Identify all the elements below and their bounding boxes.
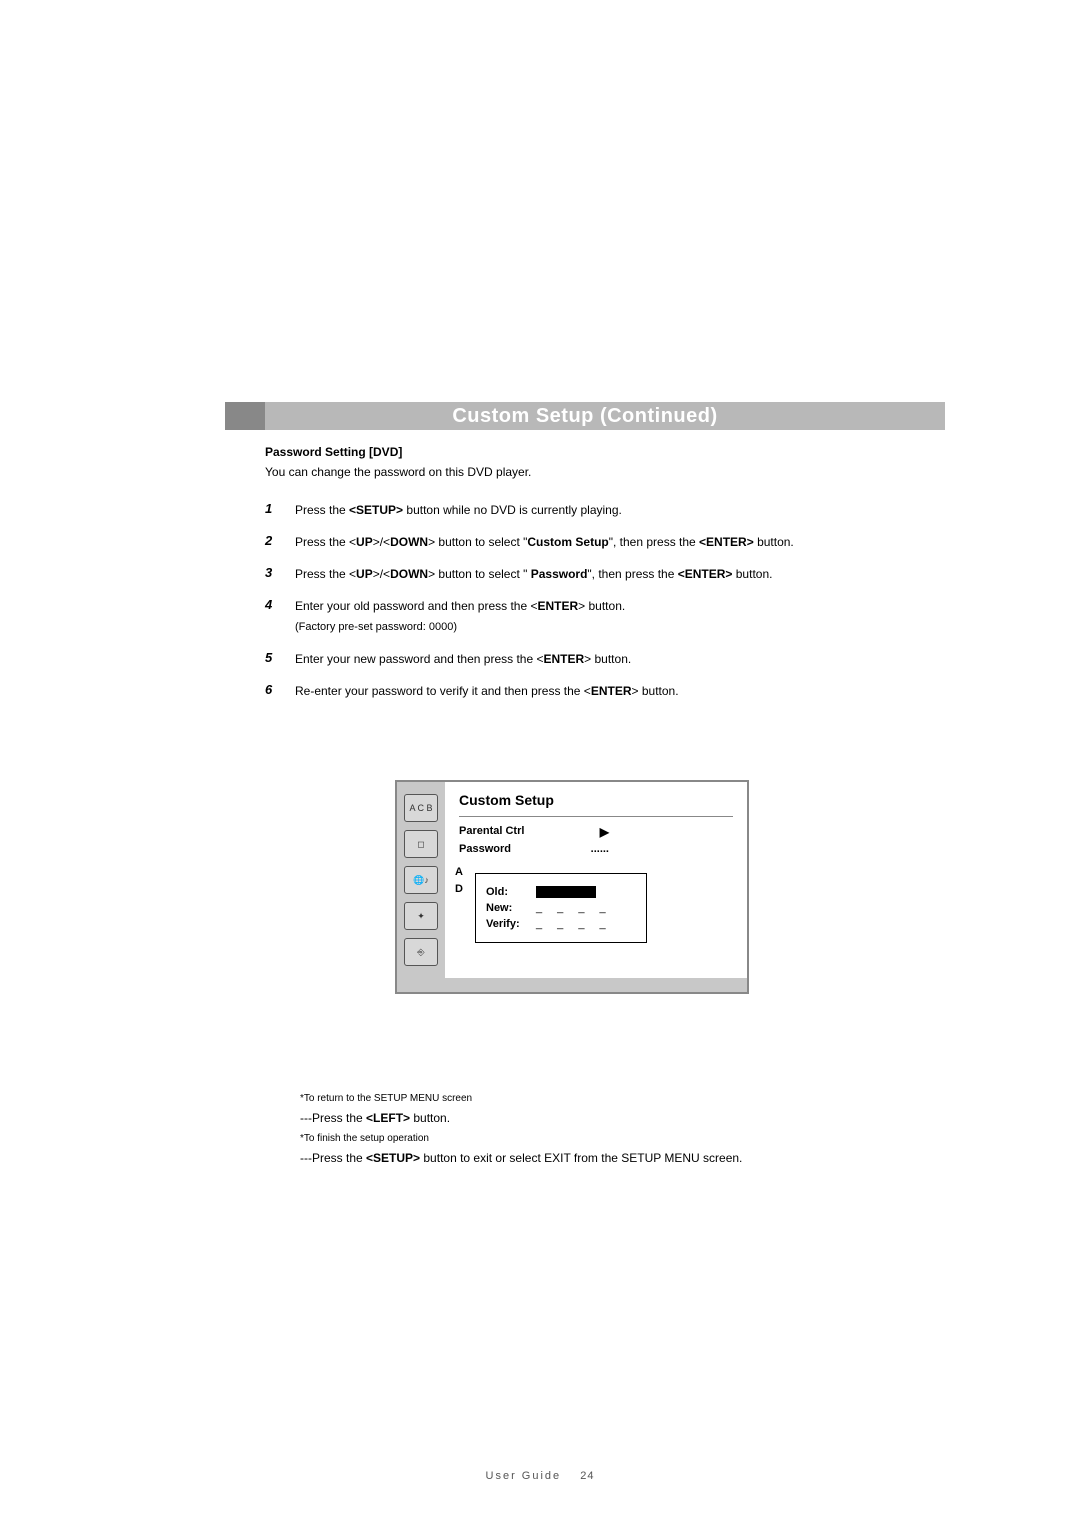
popup-new-label: New:: [486, 902, 536, 914]
note-2-head: *To finish the setup operation: [300, 1130, 920, 1148]
section-intro: You can change the password on this DVD …: [265, 465, 935, 479]
popup-new-field: _ _ _ _: [536, 902, 612, 914]
osd-footer-bar: [397, 978, 747, 992]
osd-main: Custom Setup Parental Ctrl ▶ Password ..…: [445, 782, 747, 978]
osd: A C B ◻ 🌐♪ ✦ ⎆ Custom Setup Parental Ctr…: [397, 782, 747, 978]
clipped-a: A: [455, 867, 463, 878]
step-text: Press the <UP>/<DOWN> button to select "…: [295, 533, 794, 565]
step-6: 6 Re-enter your password to verify it an…: [265, 682, 794, 714]
step-text: Enter your old password and then press t…: [295, 597, 794, 650]
audio-icon: 🌐♪: [404, 866, 438, 894]
header-title: Custom Setup (Continued): [452, 405, 717, 428]
popup-old-row: Old:: [486, 886, 636, 898]
header-tab: [225, 402, 265, 430]
chevron-right-icon: ▶: [600, 825, 609, 839]
step-num: 6: [265, 682, 295, 714]
custom-icon: ✦: [404, 902, 438, 930]
step-2: 2 Press the <UP>/<DOWN> button to select…: [265, 533, 794, 565]
osd-menu: Parental Ctrl ▶ Password ...... A D Old:: [459, 816, 733, 857]
osd-menu-label: Password: [459, 843, 511, 855]
notes: *To return to the SETUP MENU screen ---P…: [300, 1090, 920, 1169]
step-text: Re-enter your password to verify it and …: [295, 682, 794, 714]
popup-new-row: New: _ _ _ _: [486, 902, 636, 914]
note-1-head: *To return to the SETUP MENU screen: [300, 1090, 920, 1108]
popup-verify-label: Verify:: [486, 918, 536, 930]
osd-menu-password: Password ......: [459, 841, 609, 857]
note-1-line: ---Press the <LEFT> button.: [300, 1108, 920, 1130]
osd-title: Custom Setup: [459, 792, 733, 808]
step-num: 5: [265, 650, 295, 682]
step-num: 1: [265, 501, 295, 533]
step-note: (Factory pre-set password: 0000): [295, 619, 794, 636]
popup-verify-field: _ _ _ _: [536, 918, 612, 930]
popup-old-label: Old:: [486, 886, 536, 898]
page: Custom Setup (Continued) Password Settin…: [0, 0, 1080, 1527]
note-2-line: ---Press the <SETUP> button to exit or s…: [300, 1148, 920, 1170]
footer-page-number: 24: [580, 1470, 594, 1482]
popup-verify-row: Verify: _ _ _ _: [486, 918, 636, 930]
step-text: Press the <UP>/<DOWN> button to select "…: [295, 565, 794, 597]
osd-menu-label: Parental Ctrl: [459, 825, 524, 839]
osd-menu-value: ......: [591, 843, 609, 855]
step-3: 3 Press the <UP>/<DOWN> button to select…: [265, 565, 794, 597]
osd-menu-parental: Parental Ctrl ▶: [459, 823, 609, 841]
header-bar: Custom Setup (Continued): [225, 402, 945, 430]
step-text: Press the <SETUP> button while no DVD is…: [295, 501, 794, 533]
language-icon: A C B: [404, 794, 438, 822]
page-footer: User Guide 24: [0, 1470, 1080, 1482]
popup-old-field: [536, 886, 596, 898]
clipped-d: D: [455, 884, 463, 895]
step-num: 3: [265, 565, 295, 597]
osd-password-popup: Old: New: _ _ _ _ Verify: _ _ _ _: [475, 873, 647, 943]
step-num: 2: [265, 533, 295, 565]
step-1: 1 Press the <SETUP> button while no DVD …: [265, 501, 794, 533]
content: Password Setting [DVD] You can change th…: [265, 445, 935, 714]
osd-clipped-text: A D: [455, 867, 463, 895]
section-title: Password Setting [DVD]: [265, 445, 935, 459]
step-text-main: Enter your old password and then press t…: [295, 599, 625, 613]
footer-label: User Guide: [486, 1470, 562, 1482]
steps-list: 1 Press the <SETUP> button while no DVD …: [265, 501, 794, 714]
exit-icon: ⎆: [404, 938, 438, 966]
step-text: Enter your new password and then press t…: [295, 650, 794, 682]
screen-icon: ◻: [404, 830, 438, 858]
osd-sidebar: A C B ◻ 🌐♪ ✦ ⎆: [397, 782, 445, 978]
osd-screenshot: A C B ◻ 🌐♪ ✦ ⎆ Custom Setup Parental Ctr…: [395, 780, 749, 994]
step-4: 4 Enter your old password and then press…: [265, 597, 794, 650]
step-5: 5 Enter your new password and then press…: [265, 650, 794, 682]
step-num: 4: [265, 597, 295, 650]
